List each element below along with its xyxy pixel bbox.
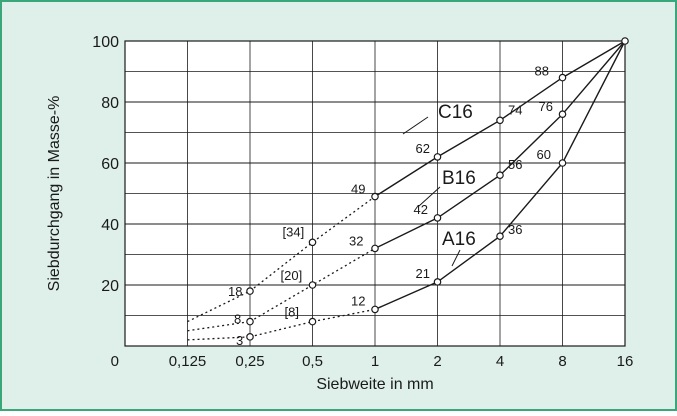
series-name-label: C16 bbox=[438, 102, 473, 123]
data-label-A16: 60 bbox=[537, 147, 551, 162]
data-point-B16 bbox=[496, 171, 504, 180]
data-point-A16 bbox=[371, 305, 379, 314]
x-tick-label: 2 bbox=[433, 353, 441, 370]
y-tick-label: 80 bbox=[101, 95, 119, 112]
axes bbox=[124, 40, 626, 347]
data-point-B16 bbox=[246, 317, 254, 326]
series-A16-extension bbox=[187, 336, 251, 341]
data-point-C16 bbox=[558, 73, 567, 82]
series-A16-dotted bbox=[249, 308, 376, 338]
data-label-C16: 18 bbox=[228, 284, 242, 299]
data-label-A16: 12 bbox=[351, 293, 365, 308]
y-tick-label: 100 bbox=[92, 34, 119, 51]
data-point-C16 bbox=[246, 287, 254, 295]
data-point-B16 bbox=[308, 281, 317, 289]
data-point-A16 bbox=[308, 317, 317, 326]
y-tick-labels: 20 40 60 80 100 bbox=[92, 34, 119, 295]
point-labels: 18 [34] 49 62 74 88 C16 8 [20] 32 42 56 76 B16 3 [8] 12 2… bbox=[228, 64, 553, 348]
data-label-C16: 88 bbox=[535, 64, 549, 79]
data-point-B16 bbox=[371, 244, 379, 253]
data-label-C16: [34] bbox=[283, 224, 305, 239]
y-axis-label: Siebdurchgang in Masse-% bbox=[46, 96, 63, 292]
series-group bbox=[187, 37, 629, 341]
x-tick-label: 1 bbox=[371, 353, 379, 370]
data-label-C16: 74 bbox=[508, 102, 522, 117]
data-label-B16: 42 bbox=[414, 202, 428, 217]
data-label-C16: 62 bbox=[416, 141, 430, 156]
x-tick-label: 0,25 bbox=[235, 353, 264, 370]
series-name-label: A16 bbox=[442, 229, 476, 250]
x-axis-label: Siebweite in mm bbox=[316, 376, 433, 393]
data-label-C16: 49 bbox=[351, 182, 365, 197]
data-point-C16 bbox=[308, 238, 317, 247]
data-point-C16 bbox=[433, 153, 442, 161]
data-point-C16 bbox=[371, 192, 379, 201]
data-point-C16 bbox=[496, 116, 504, 125]
data-label-B16: 76 bbox=[539, 99, 553, 114]
series-name-label: B16 bbox=[442, 168, 476, 189]
series-name-leader bbox=[402, 116, 429, 135]
series-name-leader bbox=[418, 186, 441, 207]
x-tick-label: 8 bbox=[558, 353, 566, 370]
data-label-B16: 8 bbox=[234, 312, 241, 327]
x-tick-label: 4 bbox=[496, 353, 504, 370]
y-tick-label: 20 bbox=[101, 278, 119, 295]
data-point-A16 bbox=[246, 333, 254, 341]
data-label-A16: 3 bbox=[236, 333, 243, 348]
series-B16-extension bbox=[187, 320, 251, 332]
x-tick-label: 16 bbox=[617, 353, 634, 370]
x-tick-label: 0,125 bbox=[169, 353, 207, 370]
data-label-B16: [20] bbox=[281, 268, 303, 283]
x-tick-labels: 0 0,125 0,25 0,5 1 2 4 8 16 bbox=[111, 353, 634, 370]
data-point-A16 bbox=[496, 232, 504, 241]
data-label-B16: 32 bbox=[349, 233, 363, 248]
data-point-A16 bbox=[558, 159, 567, 167]
plot-border bbox=[124, 40, 626, 347]
series-name-leader bbox=[451, 249, 461, 267]
data-label-A16: 21 bbox=[416, 266, 430, 281]
series-C16-dotted bbox=[249, 196, 376, 292]
series-B16-dotted bbox=[249, 247, 376, 323]
data-point-end bbox=[621, 37, 629, 45]
data-point-A16 bbox=[433, 278, 442, 286]
data-point-B16 bbox=[558, 110, 567, 119]
x-tick-label: 0 bbox=[111, 353, 119, 370]
data-label-A16: [8] bbox=[285, 305, 299, 320]
y-tick-label: 60 bbox=[101, 156, 119, 173]
data-label-B16: 56 bbox=[508, 157, 522, 172]
data-label-A16: 36 bbox=[508, 222, 522, 237]
data-point-B16 bbox=[433, 214, 442, 222]
y-tick-label: 40 bbox=[101, 217, 119, 234]
x-tick-label: 0,5 bbox=[302, 353, 323, 370]
series-C16-extension bbox=[187, 290, 251, 323]
